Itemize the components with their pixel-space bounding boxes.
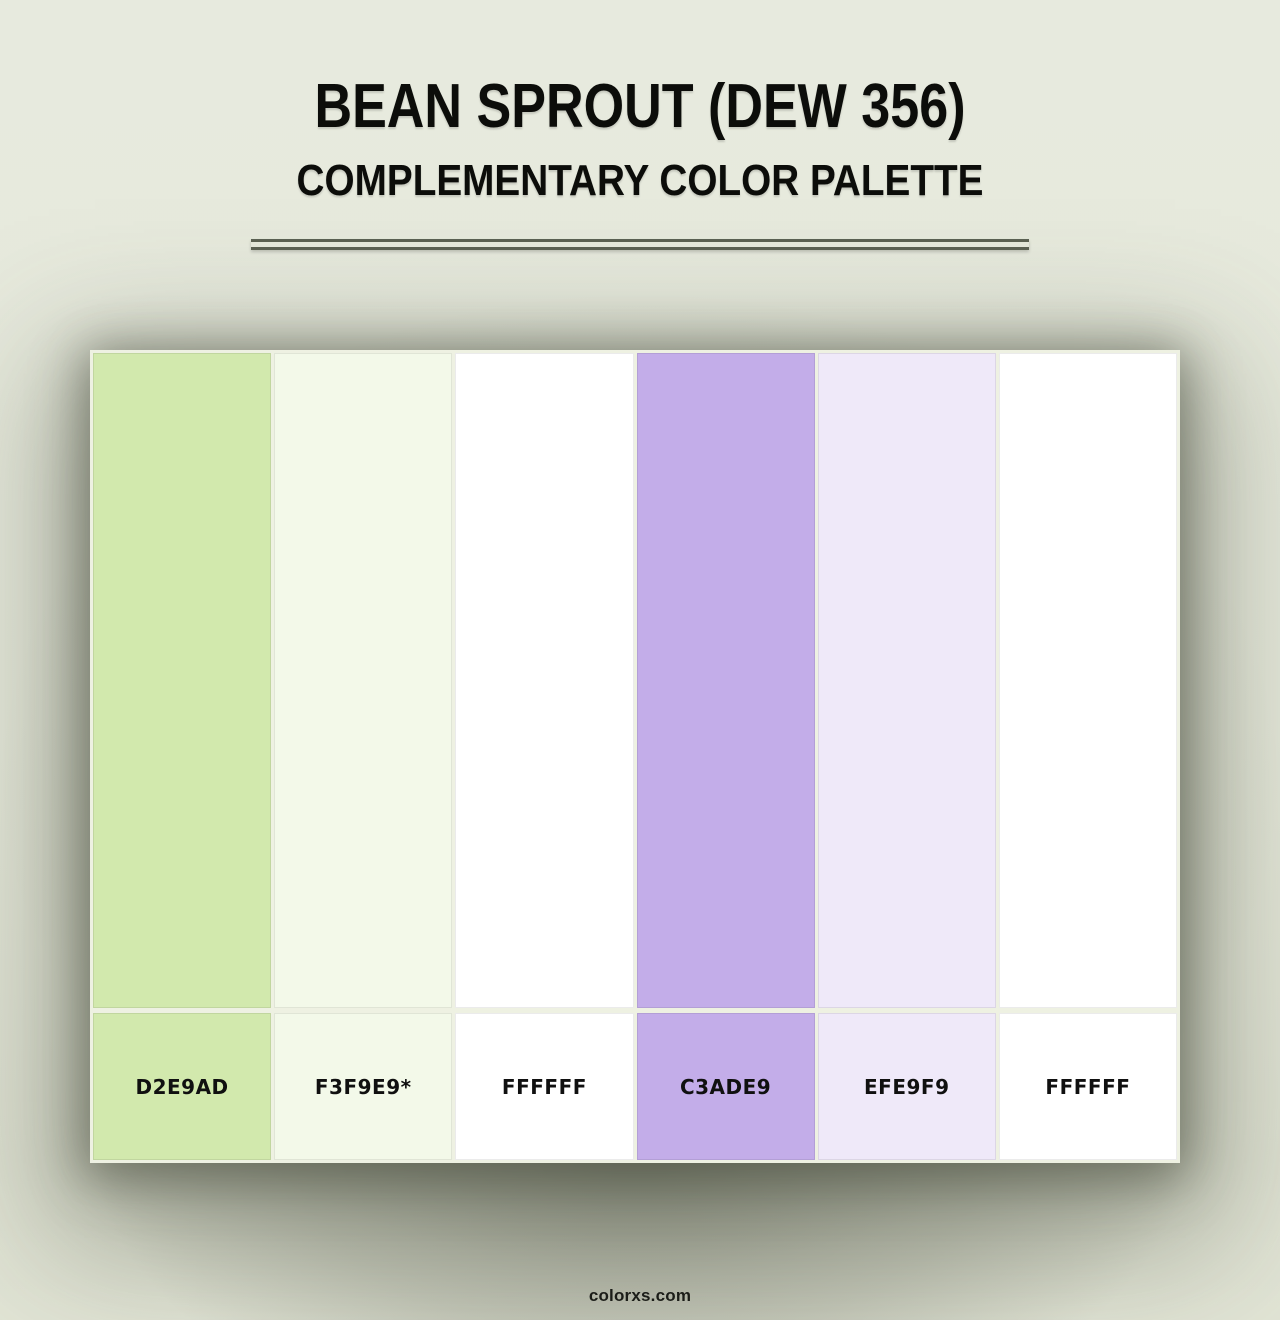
footer-site-label: colorxs.com	[588, 1286, 692, 1305]
swatch-3-ffffff[interactable]	[455, 353, 634, 1008]
swatch-label-3-ffffff[interactable]: FFFFFF	[455, 1013, 634, 1160]
swatch-hex-text-1: D2E9AD	[135, 1074, 229, 1099]
swatch-4-c3ade9[interactable]	[636, 353, 815, 1008]
page-subtitle: COMPLEMENTARY COLOR PALETTE	[296, 156, 984, 205]
swatch-hex-text-4: C3ADE9	[679, 1074, 772, 1099]
swatch-label-4-c3ade9[interactable]: C3ADE9	[636, 1013, 815, 1160]
swatch-label-1-d2e9ad[interactable]: D2E9AD	[93, 1013, 272, 1160]
page-title: BEAN SPROUT (DEW 356)	[314, 72, 966, 141]
swatch-label-5-efe9f9[interactable]: EFE9F9	[817, 1013, 996, 1160]
palette-card: D2E9AD F3F9E9* FFFFFF C3ADE9 EFE9F9 FFFF…	[90, 350, 1180, 1163]
swatch-hex-text-2: F3F9E9*	[314, 1074, 412, 1099]
swatch-5-efe9f9[interactable]	[817, 353, 996, 1008]
swatch-hex-text-5: EFE9F9	[864, 1074, 950, 1099]
swatch-label-2-f3f9e9[interactable]: F3F9E9*	[274, 1013, 453, 1160]
title-divider	[251, 239, 1029, 250]
swatch-hex-text-3: FFFFFF	[501, 1074, 587, 1099]
swatch-label-6-ffffff[interactable]: FFFFFF	[998, 1013, 1177, 1160]
swatch-hex-text-6: FFFFFF	[1045, 1074, 1131, 1099]
swatch-1-d2e9ad[interactable]	[93, 353, 272, 1008]
swatch-6-ffffff[interactable]	[998, 353, 1177, 1008]
swatch-2-f3f9e9[interactable]	[274, 353, 453, 1008]
